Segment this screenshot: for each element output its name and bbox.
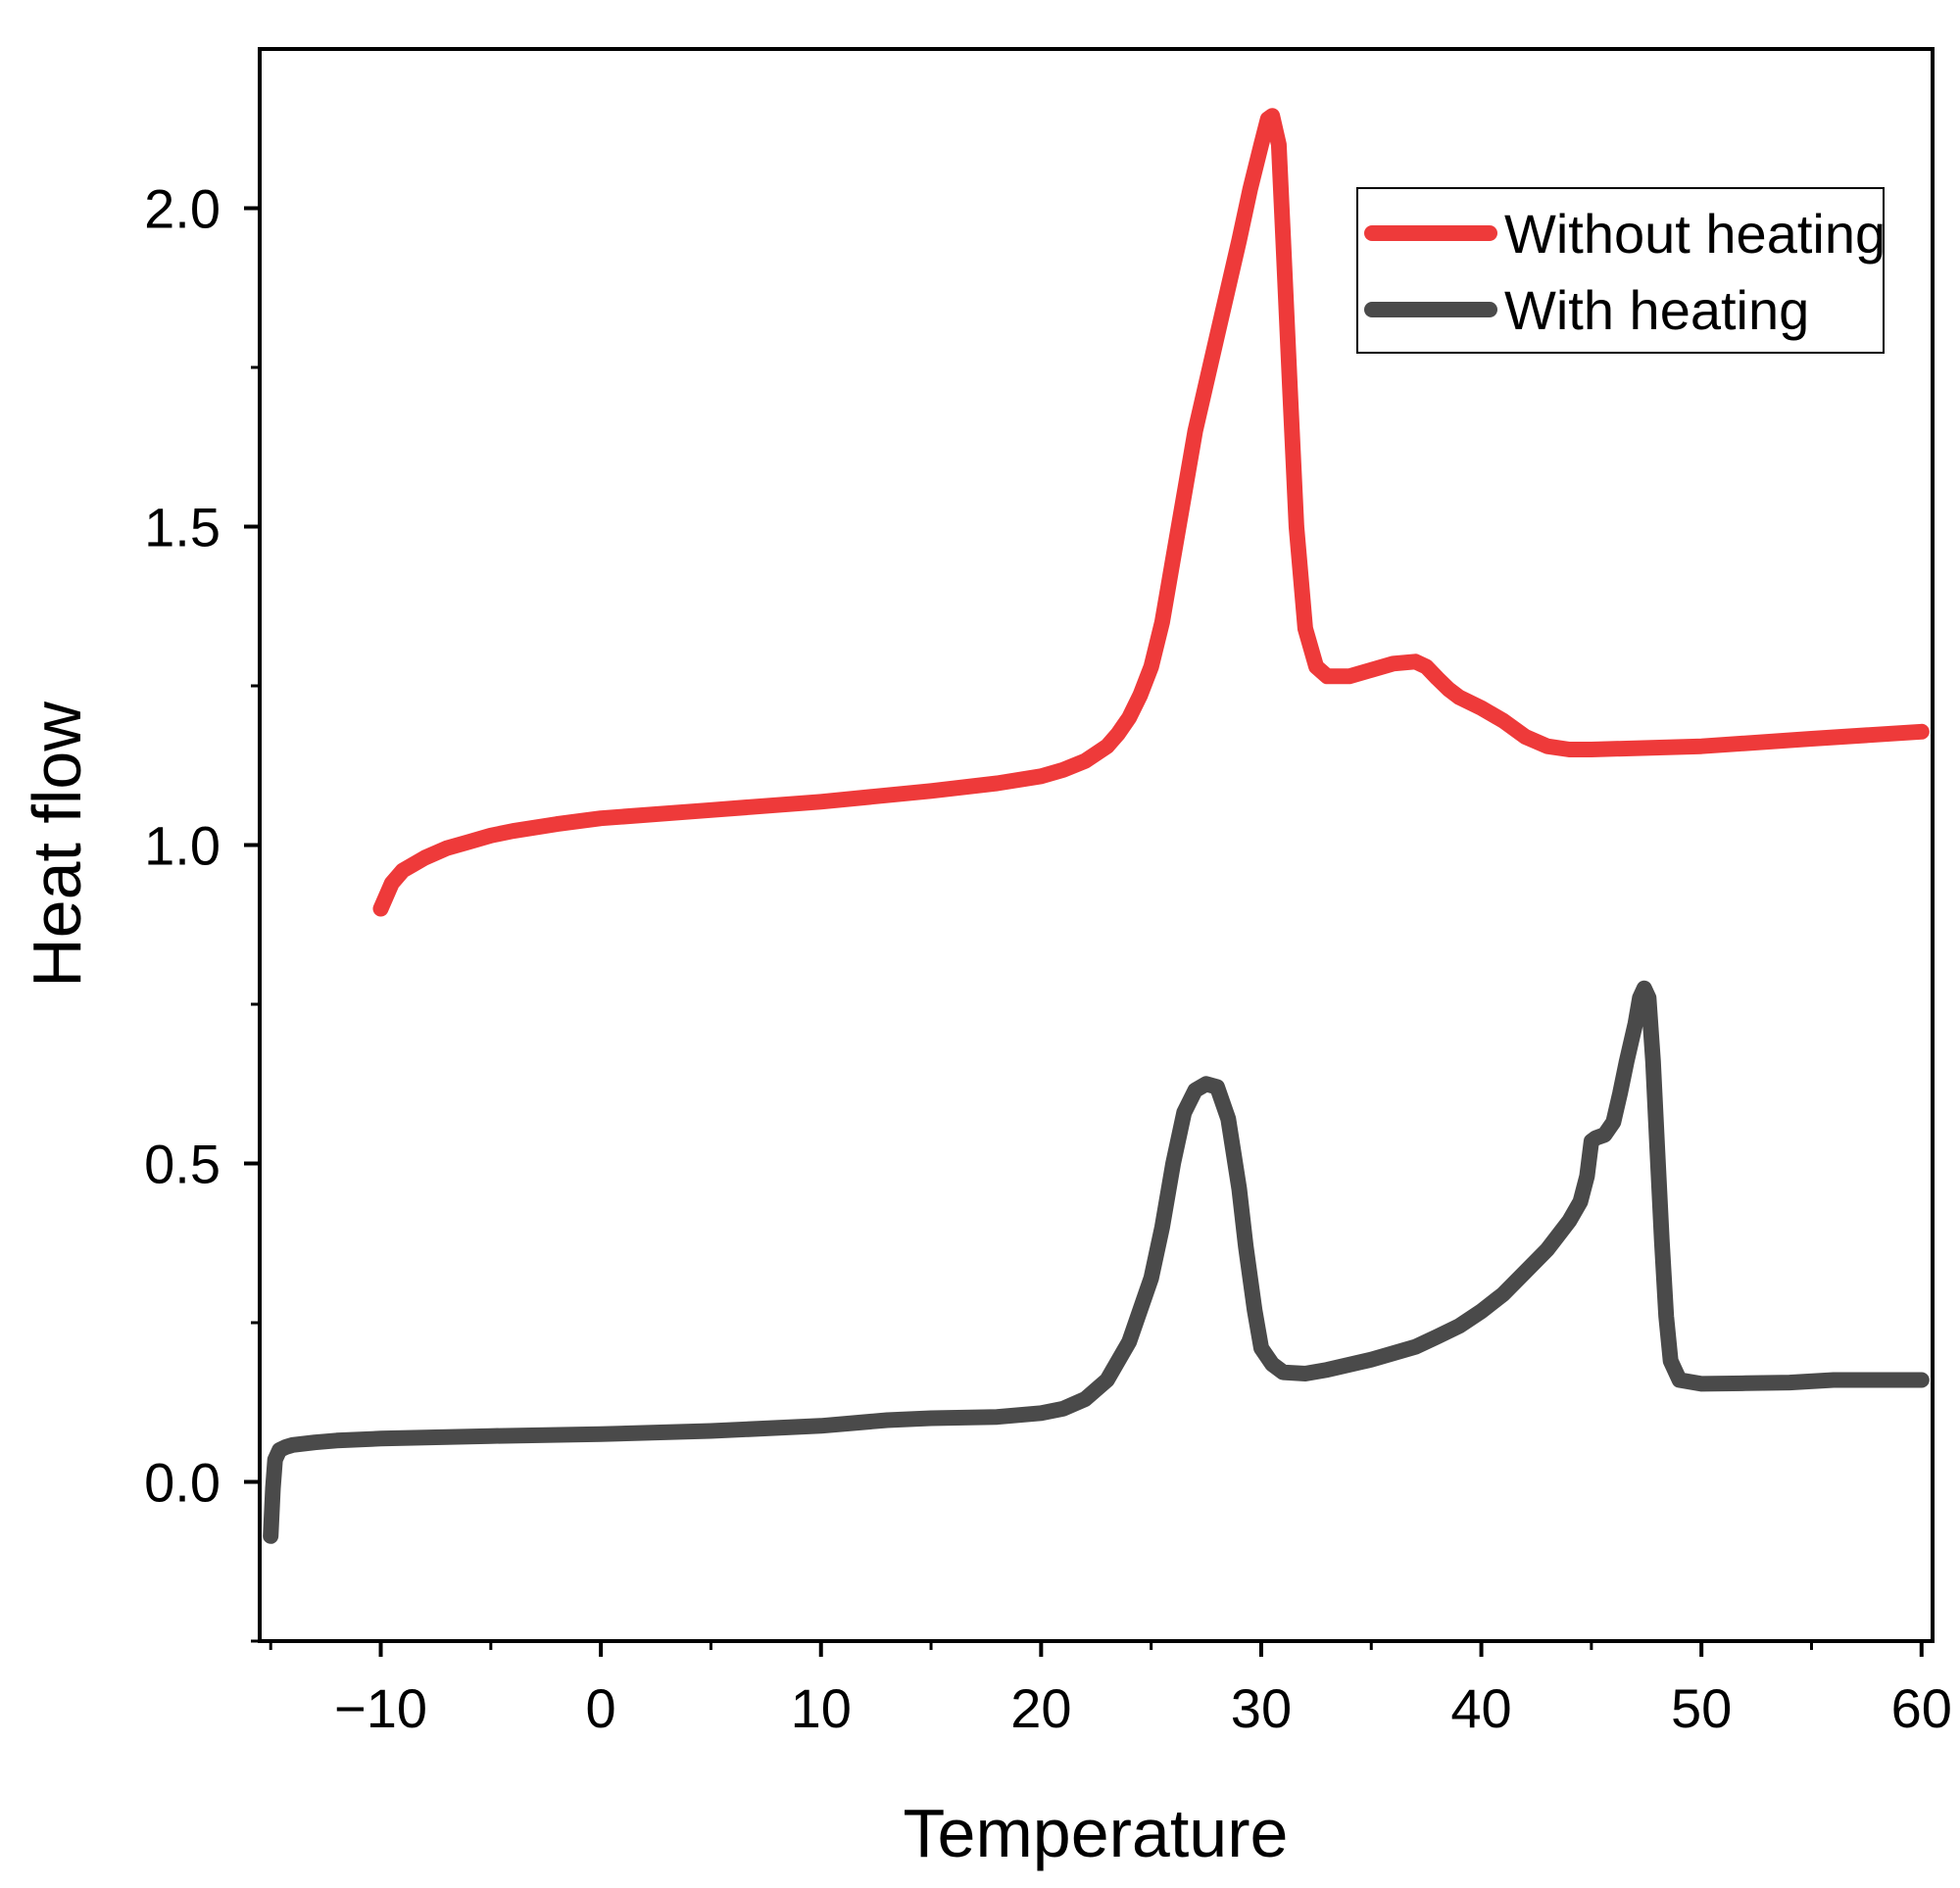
y-tick-label: 1.5	[144, 497, 220, 558]
legend: Without heating With heating	[1356, 187, 1886, 354]
y-tick-label: 0.5	[144, 1134, 220, 1195]
x-tick-label: 30	[1231, 1677, 1292, 1739]
series-line-with-heating	[263, 980, 1930, 1544]
x-tick-label: 50	[1671, 1677, 1732, 1739]
series-layer	[263, 108, 1930, 1544]
x-tick-label: 40	[1450, 1677, 1511, 1739]
legend-box	[1356, 187, 1885, 354]
x-axis-title: Temperature	[904, 1795, 1289, 1871]
series-line-without-heating	[372, 108, 1930, 917]
y-axis-title: Heat flow	[19, 702, 95, 988]
y-tick-label: 2.0	[144, 178, 220, 240]
axis-ticks: −10 0 10 20 30 40 50 60 0.0 0.5 1.0 1.5 2.0	[144, 178, 1952, 1740]
x-tick-label: −10	[334, 1677, 427, 1739]
x-tick-label: 0	[586, 1677, 616, 1739]
x-tick-label: 10	[791, 1677, 852, 1739]
x-tick-label: 20	[1010, 1677, 1071, 1739]
y-tick-label: 0.0	[144, 1452, 220, 1514]
x-tick-label: 60	[1891, 1677, 1952, 1739]
legend-label-with-heating: With heating	[1504, 279, 1809, 341]
legend-label-without-heating: Without heating	[1504, 203, 1886, 265]
y-tick-label: 1.0	[144, 815, 220, 877]
